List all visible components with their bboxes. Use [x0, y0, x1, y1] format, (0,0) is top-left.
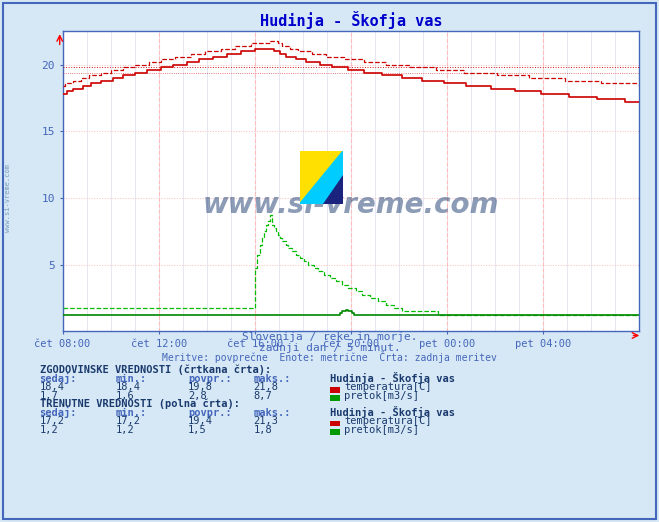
Text: 19,4: 19,4 — [188, 417, 213, 426]
Text: zadnji dan / 5 minut.: zadnji dan / 5 minut. — [258, 343, 401, 353]
Text: 8,7: 8,7 — [254, 391, 272, 401]
Text: 19,8: 19,8 — [188, 383, 213, 393]
Text: Hudinja - Škofja vas: Hudinja - Škofja vas — [330, 372, 455, 384]
Text: temperatura[C]: temperatura[C] — [344, 383, 432, 393]
Text: pretok[m3/s]: pretok[m3/s] — [344, 425, 419, 435]
Text: 18,4: 18,4 — [115, 383, 140, 393]
Text: sedaj:: sedaj: — [40, 407, 77, 418]
Text: www.si-vreme.com: www.si-vreme.com — [5, 164, 11, 232]
Text: 1,2: 1,2 — [115, 425, 134, 435]
Text: Meritve: povprečne  Enote: metrične  Črta: zadnja meritev: Meritve: povprečne Enote: metrične Črta:… — [162, 351, 497, 363]
Polygon shape — [300, 151, 343, 204]
Text: ZGODOVINSKE VREDNOSTI (črtkana črta):: ZGODOVINSKE VREDNOSTI (črtkana črta): — [40, 365, 271, 375]
Title: Hudinja - Škofja vas: Hudinja - Škofja vas — [260, 11, 442, 29]
Text: 21,8: 21,8 — [254, 383, 279, 393]
Text: 1,7: 1,7 — [40, 391, 58, 401]
Polygon shape — [324, 175, 343, 204]
Text: Hudinja - Škofja vas: Hudinja - Škofja vas — [330, 406, 455, 418]
Text: min.:: min.: — [115, 408, 146, 418]
Text: Slovenija / reke in morje.: Slovenija / reke in morje. — [242, 333, 417, 342]
Text: 18,4: 18,4 — [40, 383, 65, 393]
Text: 21,3: 21,3 — [254, 417, 279, 426]
Text: www.si-vreme.com: www.si-vreme.com — [203, 192, 499, 219]
Text: 17,2: 17,2 — [115, 417, 140, 426]
Text: pretok[m3/s]: pretok[m3/s] — [344, 391, 419, 401]
Text: TRENUTNE VREDNOSTI (polna črta):: TRENUTNE VREDNOSTI (polna črta): — [40, 399, 239, 409]
Text: 1,5: 1,5 — [188, 425, 206, 435]
Text: povpr.:: povpr.: — [188, 408, 231, 418]
Text: maks.:: maks.: — [254, 408, 291, 418]
Text: maks.:: maks.: — [254, 374, 291, 384]
Text: 17,2: 17,2 — [40, 417, 65, 426]
Polygon shape — [300, 151, 343, 204]
Text: povpr.:: povpr.: — [188, 374, 231, 384]
Text: min.:: min.: — [115, 374, 146, 384]
Text: 1,8: 1,8 — [254, 425, 272, 435]
Text: sedaj:: sedaj: — [40, 373, 77, 384]
Text: temperatura[C]: temperatura[C] — [344, 417, 432, 426]
Text: 1,2: 1,2 — [40, 425, 58, 435]
Text: 1,6: 1,6 — [115, 391, 134, 401]
Text: 2,8: 2,8 — [188, 391, 206, 401]
